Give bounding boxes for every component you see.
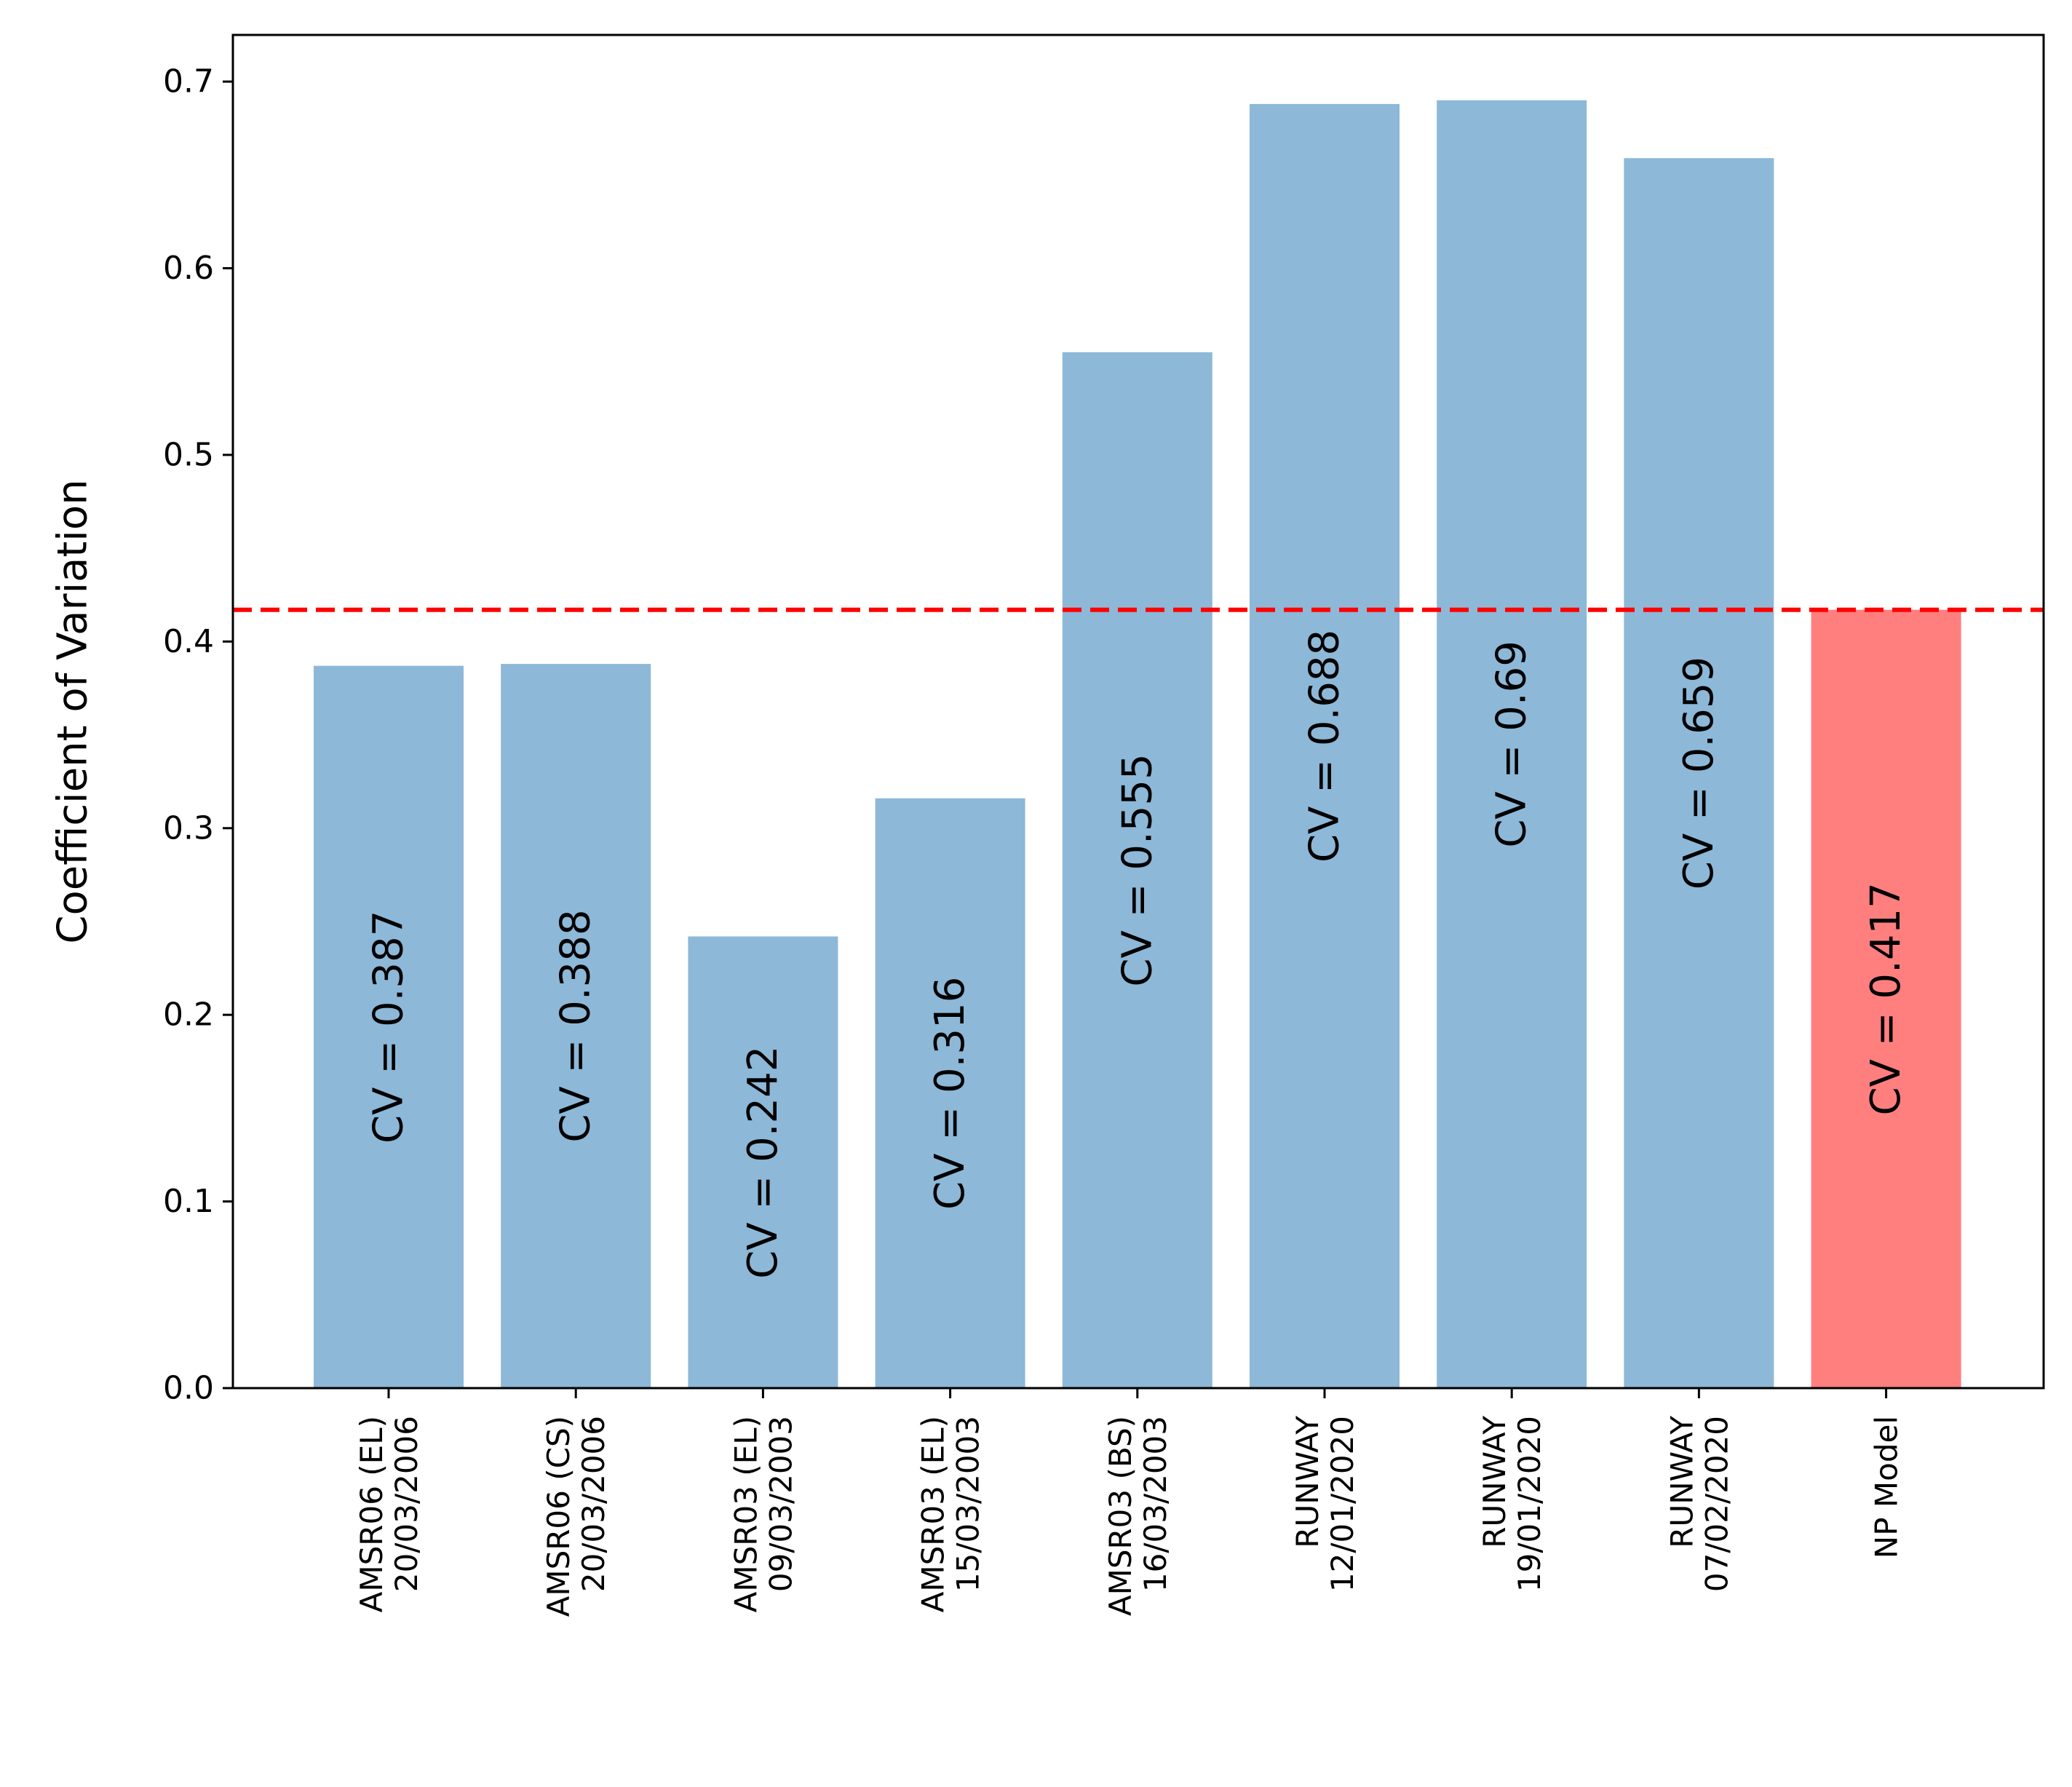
x-tick-label: AMSR03 (EL)15/03/2003	[916, 1416, 986, 1612]
bar-value-label: CV = 0.659	[1675, 657, 1723, 889]
bar	[1062, 352, 1212, 1388]
bar	[875, 798, 1025, 1388]
bar-value-label: CV = 0.69	[1488, 641, 1536, 848]
bar-value-label: CV = 0.242	[739, 1046, 787, 1279]
y-axis: 0.0 0.1 0.2 0.3 0.4 0.5 0.6 0.7	[163, 63, 233, 1407]
bar	[1250, 103, 1400, 1389]
x-tick-label-line: 19/01/2020	[1512, 1416, 1547, 1592]
x-tick-label-line: 09/03/2003	[763, 1416, 798, 1592]
y-tick-label: 0.1	[163, 1183, 214, 1220]
y-tick-label: 0.3	[163, 809, 214, 847]
bar-labels-layer: CV = 0.387 CV = 0.388 CV = 0.242 CV = 0.316…	[365, 630, 1910, 1279]
x-tick-label-line: AMSR06 (EL)	[354, 1416, 389, 1612]
x-tick-label-line: RUNWAY	[1664, 1416, 1699, 1548]
x-tick-label-line: NP Model	[1869, 1416, 1905, 1558]
bar	[314, 665, 464, 1388]
bar	[1624, 158, 1774, 1388]
y-tick-label: 0.0	[163, 1370, 214, 1407]
bar-value-label: CV = 0.417	[1862, 882, 1910, 1115]
bar	[501, 664, 651, 1388]
x-tick-label-line: RUNWAY	[1477, 1416, 1512, 1548]
x-tick-label: AMSR06 (CS)20/03/2006	[541, 1416, 611, 1617]
x-tick-label-line: AMSR03 (BS)	[1103, 1416, 1138, 1616]
bar	[688, 936, 838, 1388]
x-tick-label-line: AMSR06 (CS)	[541, 1416, 576, 1617]
x-tick-label-line: 20/03/2006	[389, 1416, 424, 1592]
y-axis-title: Coefficient of Variation	[49, 479, 97, 943]
x-tick-label: AMSR03 (BS)16/03/2003	[1103, 1416, 1173, 1616]
x-tick-label: AMSR06 (EL)20/03/2006	[354, 1416, 424, 1612]
x-tick-label: RUNWAY12/01/2020	[1290, 1416, 1360, 1592]
y-tick-label: 0.2	[163, 996, 214, 1034]
x-tick-label: RUNWAY07/02/2020	[1664, 1416, 1734, 1592]
x-tick-label-line: AMSR03 (EL)	[728, 1416, 763, 1612]
x-tick-label-line: 12/01/2020	[1325, 1416, 1360, 1592]
x-tick-label-line: 07/02/2020	[1699, 1416, 1734, 1592]
bar	[1811, 609, 1961, 1389]
y-tick-label: 0.4	[163, 623, 214, 660]
y-tick-label: 0.7	[163, 63, 214, 100]
x-tick-label-line: AMSR03 (EL)	[916, 1416, 951, 1612]
x-tick-label-line: 20/03/2006	[576, 1416, 611, 1592]
bars-layer	[314, 100, 1961, 1389]
bar-value-label: CV = 0.316	[926, 977, 974, 1210]
x-tick-label: AMSR03 (EL)09/03/2003	[728, 1416, 798, 1612]
bar-value-label: CV = 0.388	[552, 909, 600, 1142]
bar-value-label: CV = 0.387	[365, 911, 413, 1144]
x-tick-label-line: 16/03/2003	[1138, 1416, 1173, 1592]
x-tick-label-line: 15/03/2003	[950, 1416, 986, 1592]
x-axis: AMSR06 (EL)20/03/2006 AMSR06 (CS)20/03/20…	[354, 1388, 1905, 1617]
y-tick-label: 0.5	[163, 436, 214, 473]
bar-value-label: CV = 0.688	[1301, 630, 1349, 863]
bar-value-label: CV = 0.555	[1114, 753, 1161, 986]
bar	[1437, 100, 1587, 1388]
x-tick-label-line: RUNWAY	[1290, 1416, 1325, 1548]
x-tick-label: RUNWAY19/01/2020	[1477, 1416, 1547, 1592]
x-tick-label: NP Model	[1869, 1416, 1905, 1558]
y-tick-label: 0.6	[163, 250, 214, 287]
